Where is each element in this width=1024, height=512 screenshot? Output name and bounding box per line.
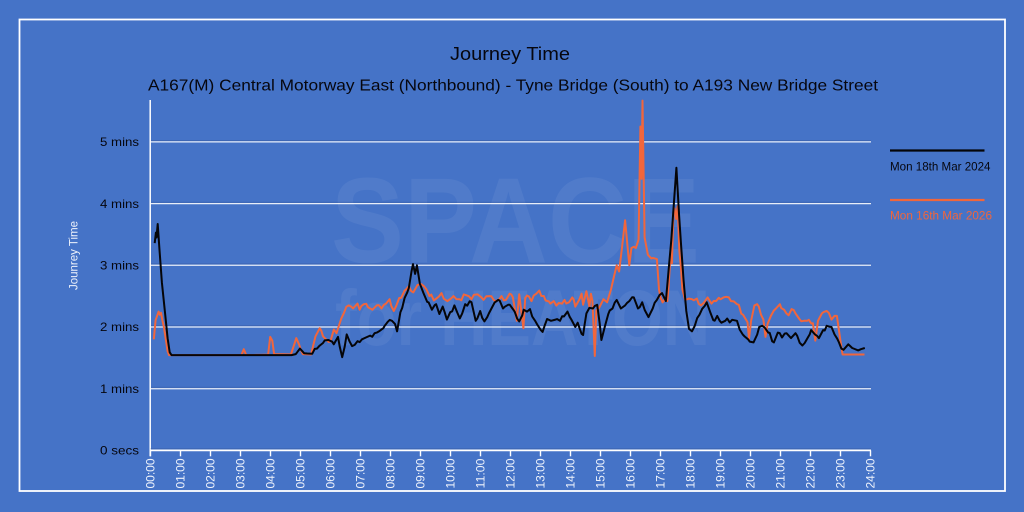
svg-text:0 secs: 0 secs xyxy=(100,444,139,458)
svg-text:07:00: 07:00 xyxy=(356,459,368,489)
svg-text:04:00: 04:00 xyxy=(266,459,278,489)
svg-text:12:00: 12:00 xyxy=(506,459,518,489)
svg-text:5 mins: 5 mins xyxy=(100,135,139,149)
svg-text:18:00: 18:00 xyxy=(686,459,698,489)
svg-text:2 mins: 2 mins xyxy=(100,320,139,334)
svg-text:17:00: 17:00 xyxy=(656,459,668,489)
svg-text:02:00: 02:00 xyxy=(206,459,218,489)
svg-text:22:00: 22:00 xyxy=(806,459,818,489)
svg-text:09:00: 09:00 xyxy=(416,459,428,489)
svg-text:Mon 16th Mar 2026: Mon 16th Mar 2026 xyxy=(890,208,992,222)
svg-text:16:00: 16:00 xyxy=(626,459,638,489)
svg-text:13:00: 13:00 xyxy=(536,459,548,489)
svg-text:14:00: 14:00 xyxy=(566,459,578,489)
svg-text:A167(M) Central Motorway East: A167(M) Central Motorway East (Northboun… xyxy=(148,78,879,95)
svg-text:24:00: 24:00 xyxy=(866,459,878,489)
svg-text:05:00: 05:00 xyxy=(296,459,308,489)
svg-text:Journey Time: Journey Time xyxy=(450,44,570,64)
svg-text:23:00: 23:00 xyxy=(836,459,848,489)
svg-text:03:00: 03:00 xyxy=(236,459,248,489)
svg-text:Jounrey Time: Jounrey Time xyxy=(69,221,81,290)
svg-text:08:00: 08:00 xyxy=(386,459,398,489)
svg-text:15:00: 15:00 xyxy=(596,459,608,489)
svg-text:21:00: 21:00 xyxy=(776,459,788,489)
svg-text:01:00: 01:00 xyxy=(176,459,188,489)
svg-text:4 mins: 4 mins xyxy=(100,197,139,211)
svg-text:00:00: 00:00 xyxy=(146,459,158,489)
svg-text:1 mins: 1 mins xyxy=(100,382,139,396)
svg-text:Mon 18th Mar 2024: Mon 18th Mar 2024 xyxy=(890,160,991,174)
svg-text:3 mins: 3 mins xyxy=(100,259,139,273)
svg-text:06:00: 06:00 xyxy=(326,459,338,489)
svg-text:19:00: 19:00 xyxy=(716,459,728,489)
svg-text:10:00: 10:00 xyxy=(446,459,458,489)
svg-text:20:00: 20:00 xyxy=(746,459,758,489)
svg-text:11:00: 11:00 xyxy=(476,459,488,489)
